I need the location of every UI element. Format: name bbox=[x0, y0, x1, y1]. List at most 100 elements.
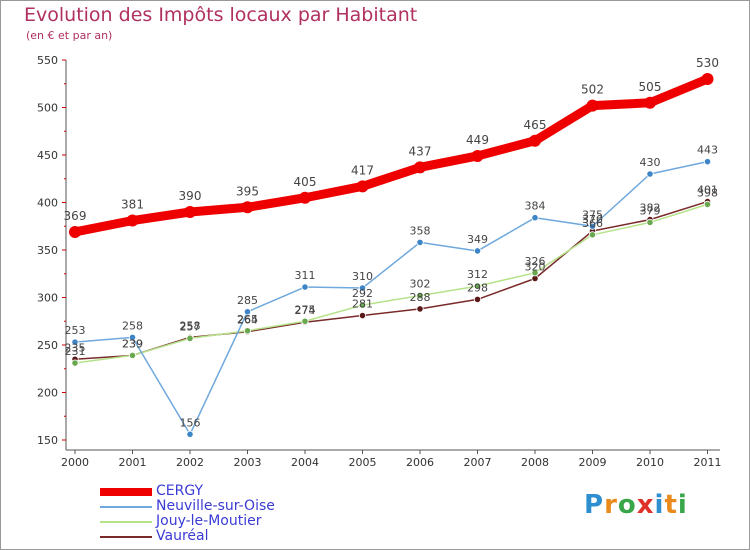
x-tick-label: 2006 bbox=[406, 456, 434, 469]
data-point-cergy bbox=[701, 73, 714, 85]
data-label-neuville-sur-oise: 430 bbox=[640, 156, 661, 169]
data-point-vaureal bbox=[473, 295, 482, 303]
x-tick-label: 2001 bbox=[119, 456, 147, 469]
data-point-neuville-sur-oise bbox=[186, 430, 194, 438]
series-line-jouy-le-moutier bbox=[74, 203, 709, 364]
data-label-jouy-le-moutier: 366 bbox=[582, 217, 603, 230]
data-point-jouy-le-moutier bbox=[703, 200, 712, 208]
data-point-jouy-le-moutier bbox=[531, 269, 539, 277]
data-label-vaureal: 274 bbox=[295, 304, 316, 317]
data-label-vaureal: 264 bbox=[237, 314, 258, 327]
data-point-neuville-sur-oise bbox=[243, 308, 252, 316]
data-label-cergy: 437 bbox=[409, 144, 432, 158]
x-tick-label: 2010 bbox=[636, 456, 664, 469]
legend-swatch-cergy bbox=[100, 488, 152, 496]
data-point-neuville-sur-oise bbox=[646, 170, 654, 178]
legend-swatch-neuville-sur-oise bbox=[100, 506, 152, 508]
logo-letter: o bbox=[617, 490, 637, 520]
data-point-neuville-sur-oise bbox=[473, 247, 482, 255]
data-label-vaureal: 382 bbox=[640, 202, 661, 215]
data-label-jouy-le-moutier: 239 bbox=[122, 337, 143, 350]
y-tick-label: 450 bbox=[37, 149, 58, 162]
data-label-jouy-le-moutier: 231 bbox=[65, 345, 86, 358]
data-point-neuville-sur-oise bbox=[71, 338, 79, 346]
data-label-cergy: 395 bbox=[236, 184, 259, 198]
x-tick-label: 2008 bbox=[521, 456, 549, 469]
data-point-cergy bbox=[586, 99, 599, 112]
x-tick-label: 2011 bbox=[694, 456, 722, 469]
data-point-neuville-sur-oise bbox=[128, 333, 137, 341]
data-point-cergy bbox=[241, 201, 254, 214]
data-label-neuville-sur-oise: 258 bbox=[122, 319, 143, 332]
data-point-neuville-sur-oise bbox=[358, 284, 367, 292]
chart-axes: 150 200 250 300 350 400 450 500 550 2000 2001 2002 2… bbox=[37, 54, 722, 469]
logo-letter: P bbox=[584, 490, 605, 520]
data-label-jouy-le-moutier: 398 bbox=[697, 186, 718, 199]
legend-swatch-jouy-le-moutier bbox=[100, 521, 152, 523]
data-point-cergy bbox=[644, 96, 656, 109]
data-point-cergy bbox=[126, 214, 139, 227]
x-tick-label: 2000 bbox=[61, 456, 89, 469]
data-point-vaureal bbox=[416, 305, 424, 313]
legend-label-neuville-sur-oise: Neuville-sur-Oise bbox=[156, 498, 275, 514]
legend-swatch-vaureal bbox=[100, 536, 152, 538]
data-label-vaureal: 239 bbox=[122, 337, 143, 350]
x-tick-label: 2009 bbox=[579, 456, 607, 469]
data-label-cergy: 530 bbox=[696, 56, 719, 70]
data-label-jouy-le-moutier: 275 bbox=[295, 303, 316, 316]
data-point-cergy bbox=[471, 149, 484, 162]
data-label-jouy-le-moutier: 326 bbox=[525, 255, 546, 268]
y-tick-label: 250 bbox=[37, 339, 58, 352]
x-tick-label: 2007 bbox=[464, 456, 492, 469]
data-point-jouy-le-moutier bbox=[358, 301, 367, 309]
data-labels-layer: 235 239 258 264 274 281 288 298 320 370 382 401 231 2… bbox=[64, 56, 719, 429]
data-label-vaureal: 370 bbox=[582, 213, 603, 226]
data-label-vaureal: 298 bbox=[467, 281, 488, 294]
data-label-neuville-sur-oise: 375 bbox=[582, 208, 603, 221]
legend-label-cergy: CERGY bbox=[156, 483, 204, 499]
logo-letter: x bbox=[636, 490, 655, 520]
data-label-cergy: 465 bbox=[524, 118, 547, 132]
data-label-cergy: 417 bbox=[351, 163, 374, 177]
data-label-jouy-le-moutier: 257 bbox=[180, 320, 201, 333]
chart-title: Evolution des Impôts locaux par Habitant bbox=[24, 4, 418, 26]
data-label-vaureal: 258 bbox=[180, 319, 201, 332]
data-point-neuville-sur-oise bbox=[301, 283, 309, 291]
data-point-neuville-sur-oise bbox=[416, 238, 424, 246]
proxiti-logo: Proxiti bbox=[584, 490, 688, 520]
data-point-jouy-le-moutier bbox=[588, 231, 597, 239]
data-label-cergy: 505 bbox=[639, 80, 662, 94]
data-label-neuville-sur-oise: 156 bbox=[180, 416, 201, 429]
legend-label-jouy-le-moutier: Jouy-le-Moutier bbox=[156, 513, 262, 529]
data-label-neuville-sur-oise: 358 bbox=[410, 224, 431, 237]
data-label-neuville-sur-oise: 253 bbox=[65, 324, 86, 337]
data-label-neuville-sur-oise: 443 bbox=[697, 144, 718, 157]
data-label-vaureal: 281 bbox=[352, 298, 373, 311]
data-point-jouy-le-moutier bbox=[646, 218, 654, 227]
data-point-neuville-sur-oise bbox=[531, 214, 539, 222]
series-line-vaureal bbox=[74, 200, 709, 360]
x-tick-label: 2004 bbox=[291, 456, 319, 469]
series-layer bbox=[69, 73, 714, 438]
x-tick-label: 2003 bbox=[234, 456, 262, 469]
y-tick-label: 300 bbox=[37, 292, 58, 305]
y-tick-label: 200 bbox=[37, 387, 58, 400]
data-point-jouy-le-moutier bbox=[416, 291, 424, 300]
logo-letter: i bbox=[654, 490, 665, 520]
series-line-neuville-sur-oise bbox=[74, 160, 709, 436]
data-label-vaureal: 401 bbox=[697, 184, 718, 197]
series-line-cergy bbox=[70, 74, 712, 237]
data-label-neuville-sur-oise: 384 bbox=[525, 200, 546, 213]
data-point-cergy bbox=[69, 225, 81, 238]
data-label-jouy-le-moutier: 312 bbox=[467, 268, 488, 281]
data-point-jouy-le-moutier bbox=[186, 334, 194, 342]
legend-label-vaureal: Vauréal bbox=[156, 528, 209, 544]
data-label-cergy: 502 bbox=[581, 83, 604, 97]
data-point-neuville-sur-oise bbox=[588, 222, 597, 230]
data-point-cergy bbox=[414, 161, 426, 174]
data-point-jouy-le-moutier bbox=[243, 327, 252, 335]
x-tick-label: 2002 bbox=[176, 456, 204, 469]
y-tick-label: 500 bbox=[37, 102, 58, 115]
data-point-cergy bbox=[529, 134, 541, 147]
